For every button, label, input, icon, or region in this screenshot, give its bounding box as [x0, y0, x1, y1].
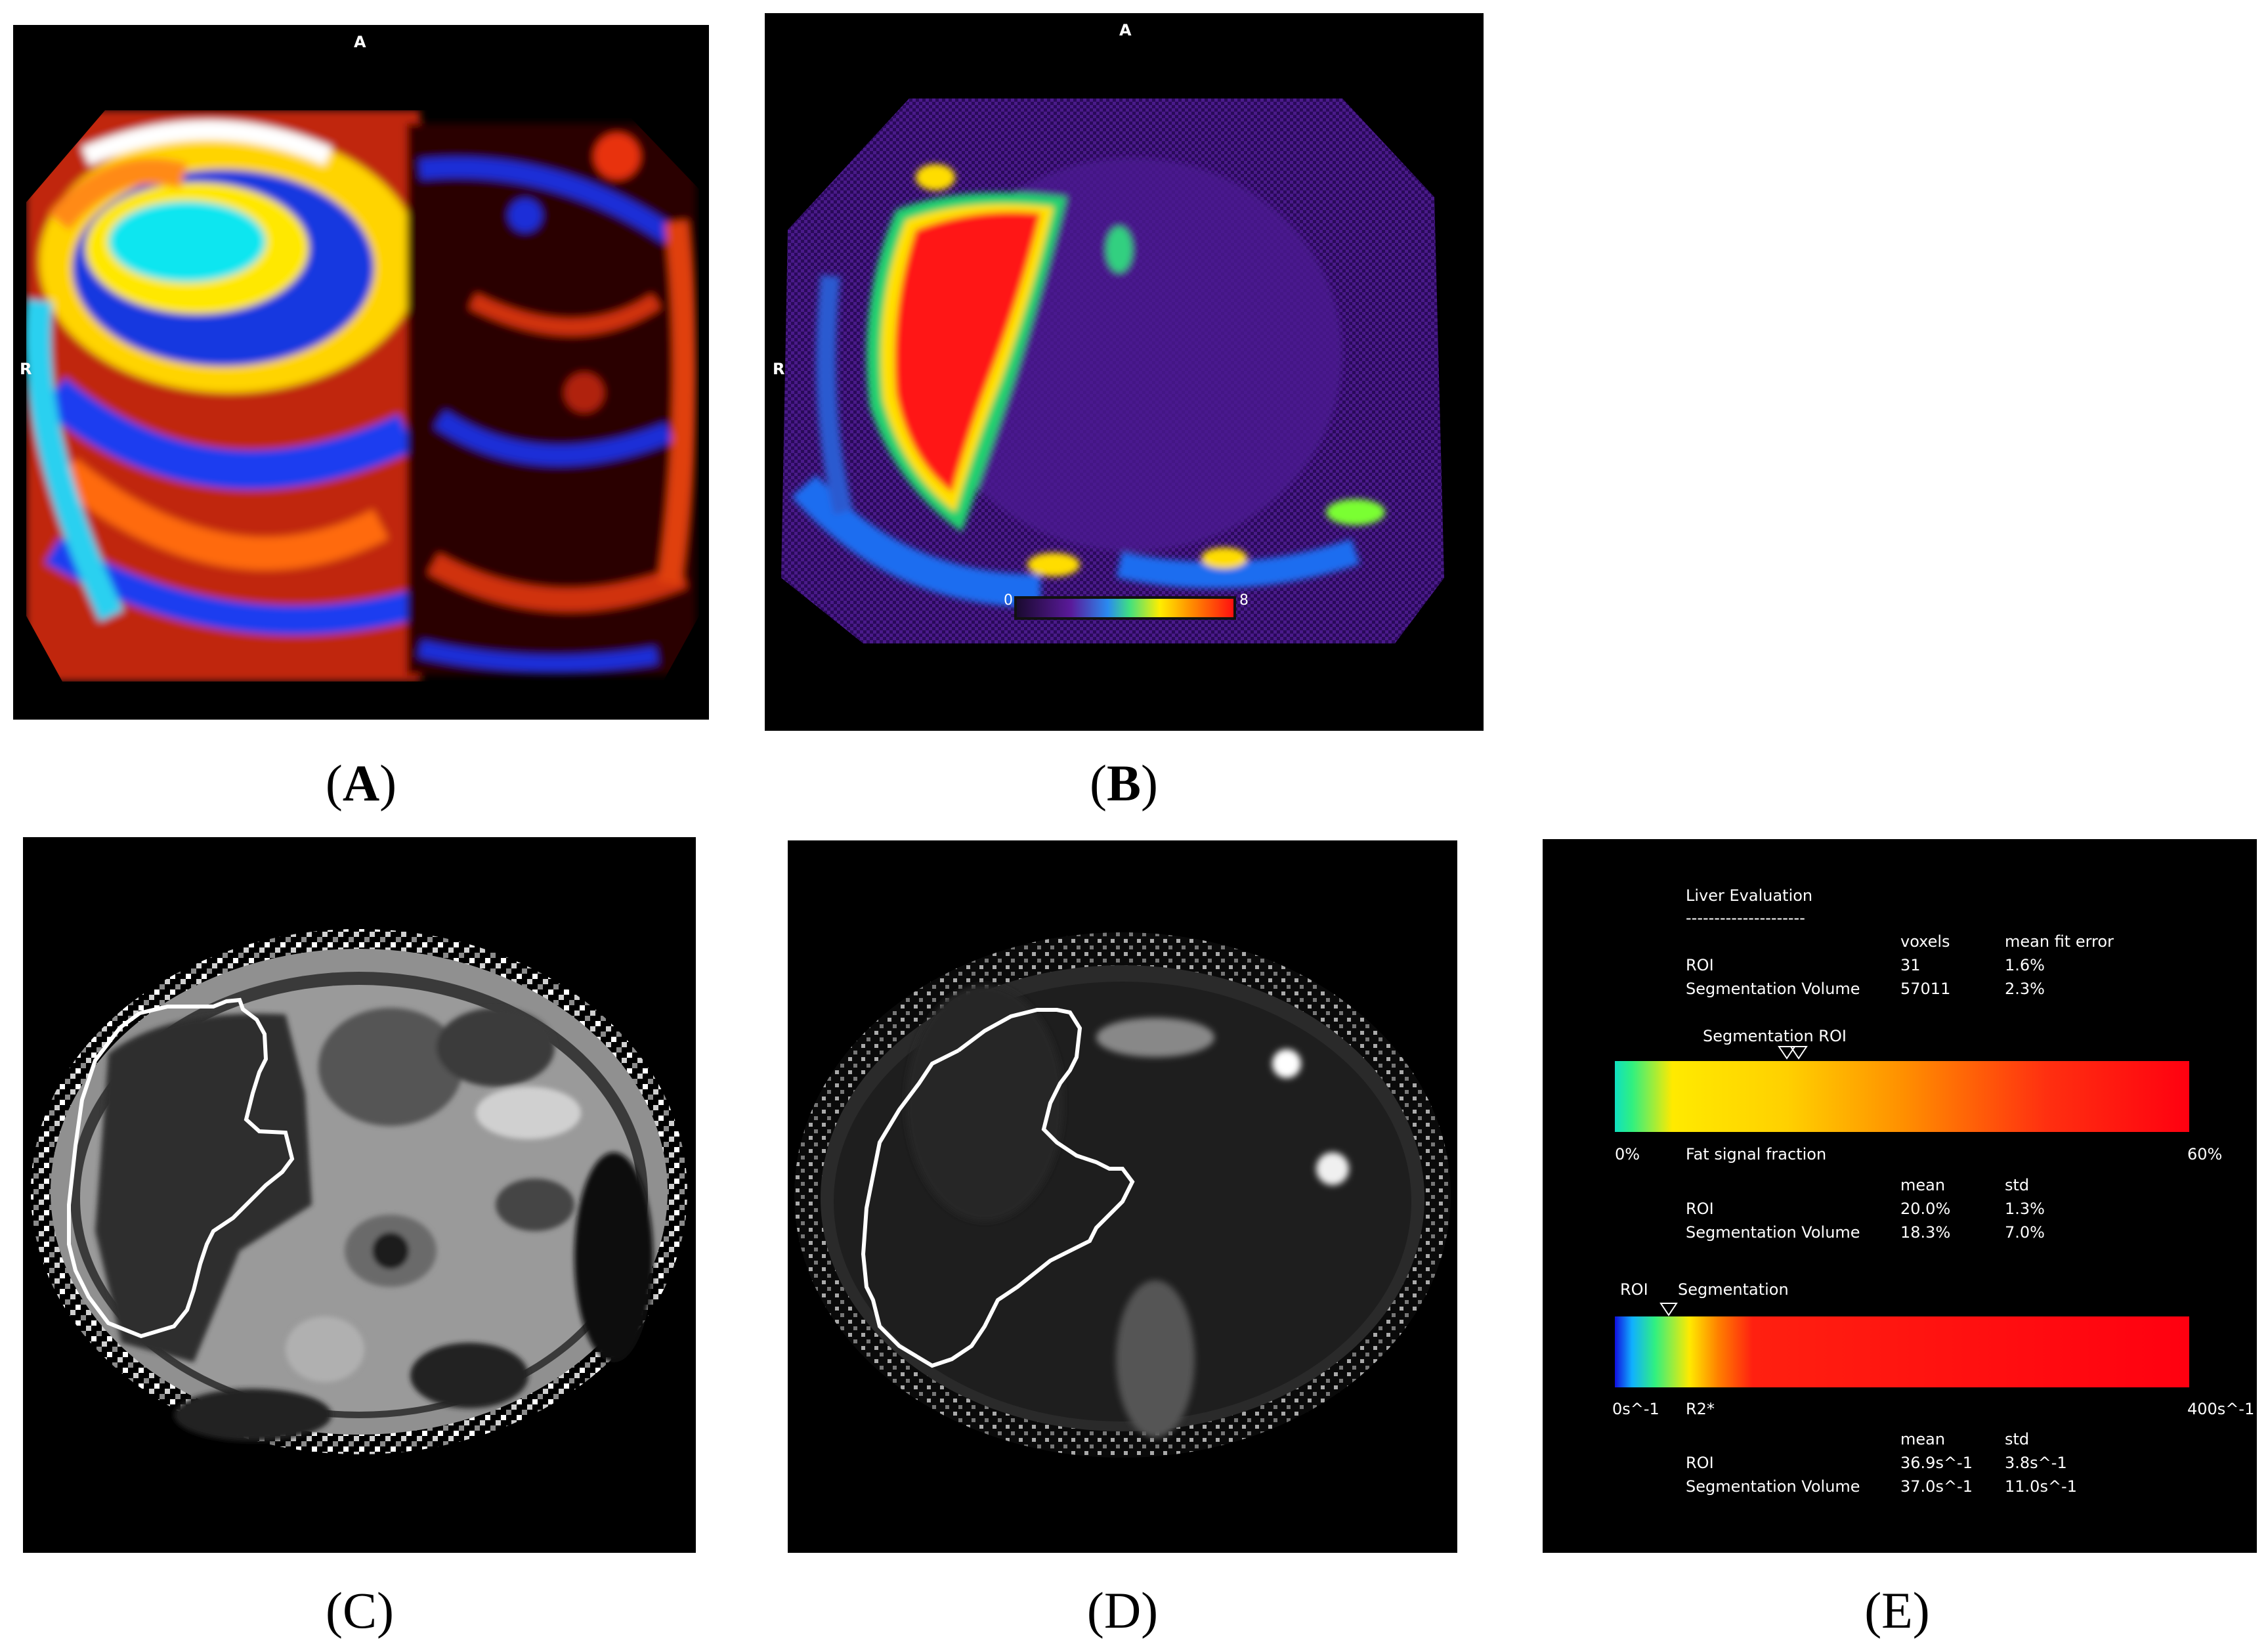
fit-table-cell: 2.3% [2005, 980, 2045, 998]
fat-color-bar [1615, 1061, 2189, 1132]
panel-c-caption: (C) [326, 1582, 394, 1639]
r2-table-header: mean [1900, 1430, 1946, 1448]
fat-bar-title: Fat signal fraction [1686, 1145, 1827, 1163]
fit-table-row-label: Segmentation Volume [1686, 980, 1860, 998]
fat-scale-min-label: 0 [1004, 592, 1013, 609]
r2-table-cell: 3.8s^-1 [2005, 1454, 2067, 1472]
fat-table-cell: 7.0% [2005, 1223, 2045, 1242]
panel-c-mri-slice [31, 929, 687, 1454]
r2-table-cell: 11.0s^-1 [2005, 1477, 2077, 1496]
panel-b-fat-map [781, 98, 1444, 643]
fat-table-cell: 20.0% [1900, 1200, 1951, 1218]
r2-table-row-label: Segmentation Volume [1686, 1477, 1860, 1496]
orientation-label-left: R [20, 360, 32, 378]
fat-table-header: mean [1900, 1176, 1946, 1194]
report-title: Liver Evaluation [1686, 886, 1813, 905]
r2-roi-marker-label: ROI [1620, 1280, 1648, 1299]
r2-table-row-label: ROI [1686, 1454, 1714, 1472]
fat-table-cell: 1.3% [2005, 1200, 2045, 1218]
fat-bar-max-label: 60% [2187, 1145, 2223, 1163]
r2-color-bar [1615, 1316, 2189, 1387]
fat-segmentation-marker-icon [1778, 1046, 1796, 1060]
panel-a-caption: (A) [325, 754, 397, 812]
r2-segmentation-marker-label: Segmentation [1678, 1280, 1789, 1299]
fat-roi-marker-icon [1789, 1046, 1808, 1060]
panel-a-image: A R [13, 25, 709, 720]
r2-bar-min-label: 0s^-1 [1612, 1400, 1659, 1418]
panel-c-image [23, 837, 696, 1553]
fat-table-row-label: Segmentation Volume [1686, 1223, 1860, 1242]
orientation-label-top: A [1119, 21, 1132, 39]
r2-roi-marker-icon [1659, 1303, 1678, 1316]
fit-table-header: mean fit error [2005, 932, 2114, 951]
r2-table-header: std [2005, 1430, 2030, 1448]
fat-scale-bar [1014, 596, 1236, 620]
panel-d-image [788, 840, 1457, 1553]
fat-table-cell: 18.3% [1900, 1223, 1951, 1242]
orientation-label-top: A [354, 33, 366, 51]
panel-e-report: Liver Evaluation --------------------- v… [1543, 839, 2257, 1553]
fit-table-cell: 1.6% [2005, 956, 2045, 974]
panel-b-caption: (B) [1090, 754, 1158, 812]
r2-bar-max-label: 400s^-1 [2187, 1400, 2255, 1418]
fit-table-header: voxels [1900, 932, 1950, 951]
r2-table-cell: 36.9s^-1 [1900, 1454, 1973, 1472]
fat-marker-label: Segmentation ROI [1703, 1027, 1847, 1045]
r2-bar-title: R2* [1686, 1400, 1715, 1418]
fit-table-cell: 31 [1900, 956, 1921, 974]
panel-d-caption: (D) [1086, 1582, 1159, 1639]
liver-roi-outline [67, 997, 295, 1339]
panel-b-image: A R 0 8 [765, 13, 1484, 731]
r2-table-cell: 37.0s^-1 [1900, 1477, 1973, 1496]
fit-table-row-label: ROI [1686, 956, 1714, 974]
panel-a-phase-map [26, 110, 699, 682]
panel-e-caption: (E) [1864, 1582, 1930, 1639]
orientation-label-left: R [773, 360, 785, 378]
fat-bar-min-label: 0% [1615, 1145, 1640, 1163]
report-divider: --------------------- [1686, 909, 1805, 927]
fit-table-cell: 57011 [1900, 980, 1951, 998]
fat-table-row-label: ROI [1686, 1200, 1714, 1218]
fat-table-header: std [2005, 1176, 2030, 1194]
liver-roi-outline [861, 1008, 1135, 1368]
fat-scale-max-label: 8 [1239, 592, 1249, 609]
panel-d-mri-slice [788, 840, 1457, 1553]
